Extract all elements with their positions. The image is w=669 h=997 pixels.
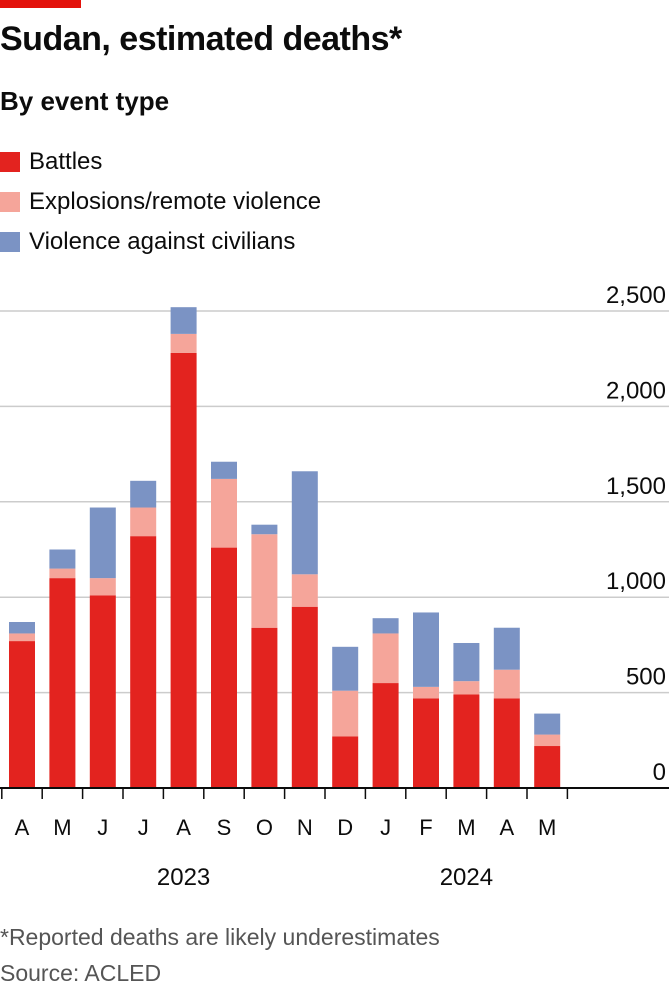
- legend-swatch-explosions: [0, 192, 20, 212]
- bar-battles: [493, 698, 520, 788]
- bar-explosions: [49, 568, 76, 579]
- legend-item-battles: Battles: [0, 142, 321, 182]
- y-tick-label: 1,000: [606, 568, 666, 595]
- bar-violence: [413, 612, 439, 687]
- legend-swatch-violence: [0, 232, 20, 252]
- year-label: 2024: [440, 864, 493, 891]
- bar-explosions: [89, 578, 116, 596]
- source-note: Source: ACLED: [0, 960, 162, 986]
- bar-battles: [130, 536, 157, 788]
- bar-battles: [413, 698, 439, 788]
- bar-explosions: [372, 633, 399, 684]
- x-tick-label: J: [138, 815, 149, 840]
- legend: Battles Explosions/remote violence Viole…: [0, 142, 321, 262]
- bar-explosions: [534, 734, 561, 747]
- x-tick-label: S: [217, 815, 232, 840]
- legend-item-explosions: Explosions/remote violence: [0, 182, 321, 222]
- bar-violence: [251, 524, 278, 535]
- bar-explosions: [170, 333, 197, 353]
- legend-swatch-battles: [0, 152, 20, 172]
- bar-battles: [534, 746, 561, 788]
- bar-explosions: [9, 633, 35, 642]
- y-tick-label: 2,000: [606, 377, 666, 404]
- bar-explosions: [413, 686, 439, 699]
- bar-violence: [291, 471, 318, 575]
- bar-battles: [332, 736, 359, 788]
- legend-item-violence: Violence against civilians: [0, 222, 321, 262]
- bar-explosions: [251, 534, 278, 628]
- chart-title: Sudan, estimated deaths*: [0, 20, 402, 58]
- bar-battles: [89, 595, 116, 788]
- legend-label-explosions: Explosions/remote violence: [29, 188, 322, 215]
- bar-battles: [372, 683, 399, 788]
- bar-explosions: [211, 478, 237, 548]
- y-tick-label: 1,500: [606, 473, 666, 500]
- x-tick-label: J: [97, 815, 108, 840]
- bar-violence: [49, 549, 76, 569]
- bar-violence: [372, 618, 399, 634]
- bar-violence: [89, 507, 116, 579]
- bar-explosions: [332, 690, 359, 737]
- bar-explosions: [453, 681, 480, 695]
- accent-bar: [0, 0, 81, 8]
- y-tick-label: 0: [653, 759, 666, 786]
- x-tick-label: F: [419, 815, 432, 840]
- bar-explosions: [130, 507, 157, 537]
- bar-battles: [170, 352, 197, 788]
- chart-subtitle: By event type: [0, 86, 170, 116]
- x-tick-label: D: [337, 815, 353, 840]
- bar-battles: [9, 641, 35, 788]
- x-tick-label: O: [256, 815, 273, 840]
- bar-battles: [211, 547, 237, 788]
- bar-violence: [9, 622, 35, 634]
- x-tick-label: M: [457, 815, 475, 840]
- bar-violence: [211, 461, 237, 479]
- x-tick-label: J: [380, 815, 391, 840]
- x-tick-label: N: [297, 815, 313, 840]
- bar-violence: [453, 642, 480, 682]
- bar-violence: [493, 627, 520, 670]
- bar-explosions: [493, 669, 520, 699]
- bar-battles: [49, 578, 76, 788]
- bar-violence: [534, 713, 561, 735]
- legend-label-battles: Battles: [29, 148, 103, 175]
- year-label: 2023: [157, 864, 210, 891]
- x-tick-label: A: [499, 815, 514, 840]
- bar-battles: [291, 606, 318, 788]
- bar-violence: [170, 307, 197, 334]
- bar-battles: [251, 627, 278, 788]
- bar-battles: [453, 694, 480, 788]
- footnote: *Reported deaths are likely underestimat…: [0, 924, 440, 950]
- x-tick-label: A: [176, 815, 191, 840]
- bar-violence: [130, 480, 157, 508]
- x-tick-label: M: [53, 815, 71, 840]
- x-tick-label: M: [538, 815, 556, 840]
- y-tick-label: 500: [626, 664, 666, 691]
- y-tick-label: 2,500: [606, 282, 666, 309]
- bar-explosions: [291, 574, 318, 607]
- x-tick-label: A: [15, 815, 30, 840]
- bar-violence: [332, 646, 359, 691]
- legend-label-violence: Violence against civilians: [29, 228, 296, 255]
